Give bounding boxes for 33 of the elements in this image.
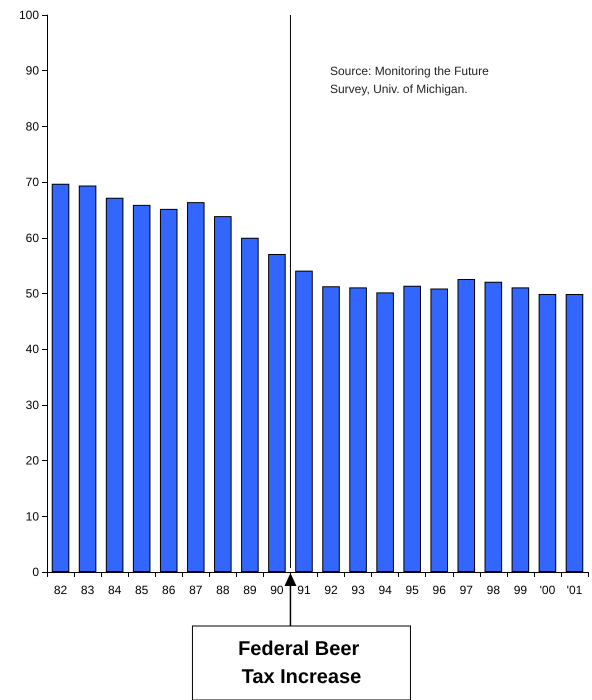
x-tick-label: 84 [108, 583, 122, 597]
y-tick-label: 40 [26, 342, 40, 356]
x-tick-label: 98 [486, 583, 500, 597]
x-tick-label: 89 [243, 583, 257, 597]
y-tick-label: 0 [32, 565, 40, 579]
x-tick-label: 94 [378, 583, 392, 597]
y-tick-label: 80 [26, 119, 40, 134]
y-tick-label: 20 [26, 454, 40, 468]
y-tick-label: 30 [26, 398, 40, 412]
x-tick-label: 92 [324, 583, 338, 597]
x-tick-label: 96 [432, 583, 446, 597]
x-tick-label: 91 [297, 583, 311, 597]
x-tick-label: 88 [216, 583, 230, 597]
x-tick-label: 93 [351, 583, 366, 597]
y-tick-label: 10 [26, 509, 40, 524]
y-tick-label: 90 [26, 64, 40, 78]
y-tick-label: 50 [26, 286, 40, 300]
x-tick-label: 83 [80, 583, 95, 597]
text: Federal Beer Tax Increase [238, 638, 365, 688]
y-tick-label: 70 [26, 175, 40, 190]
y-tick-label: 100 [18, 8, 40, 22]
y-tick-label: 60 [26, 230, 40, 245]
x-tick-label: '00 [540, 583, 556, 597]
x-tick-label: 82 [54, 583, 68, 597]
annotation: Source: Monitoring the Future Survey, Univ. of Michigan. [330, 64, 492, 96]
x-tick-label: 90 [270, 583, 284, 597]
x-tick-label: 87 [189, 583, 203, 597]
x-tick-label: 97 [460, 583, 474, 597]
x-tick-label: 99 [514, 583, 528, 597]
x-tick-label: 95 [405, 583, 420, 597]
x-tick-label: '01 [566, 583, 583, 597]
x-tick-label: 86 [162, 583, 176, 597]
x-tick-label: 85 [134, 583, 149, 597]
